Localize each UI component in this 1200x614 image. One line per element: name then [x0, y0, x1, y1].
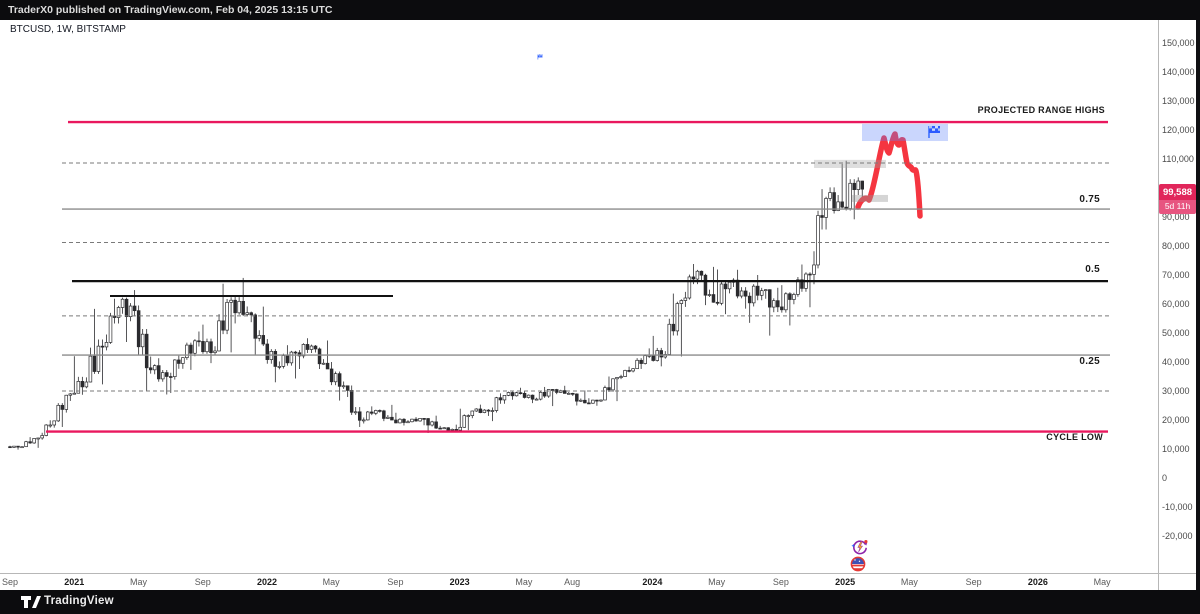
y-axis-tick: 110,000 [1162, 154, 1194, 164]
y-axis-tick: 90,000 [1162, 212, 1190, 222]
x-axis-tick: 2023 [449, 577, 470, 587]
last-price-value: 99,588 [1159, 184, 1196, 200]
x-axis-tick: Sep [1, 577, 19, 587]
y-axis-tick: -20,000 [1162, 531, 1193, 541]
x-axis-tick: 2025 [835, 577, 856, 587]
x-axis-tick: May [129, 577, 147, 587]
x-axis-tick: Sep [387, 577, 404, 587]
x-axis-tick: May [708, 577, 726, 587]
y-axis-tick: 40,000 [1162, 357, 1190, 367]
x-axis-tick: May [1093, 577, 1111, 587]
x-axis-tick: Aug [564, 577, 581, 587]
fib-075-label: 0.75 [1079, 194, 1100, 205]
fib-025-label: 0.25 [1079, 356, 1100, 367]
price-axis-separator [1158, 20, 1159, 590]
y-axis-tick: 0 [1162, 473, 1168, 483]
y-axis-tick: 30,000 [1162, 386, 1190, 396]
x-axis-tick: 2021 [64, 577, 85, 587]
y-axis-tick: 10,000 [1162, 444, 1190, 454]
y-axis-tick: 20,000 [1162, 415, 1190, 425]
fib-05-label: 0.5 [1085, 264, 1100, 275]
x-axis-tick: Sep [194, 577, 211, 587]
publish-header: TraderX0 published on TradingView.com, F… [0, 0, 1200, 20]
x-axis-tick: May [322, 577, 340, 587]
projected-range-highs-label: PROJECTED RANGE HIGHS [977, 105, 1105, 115]
y-axis-tick: 140,000 [1162, 67, 1195, 77]
x-axis-tick: 2022 [256, 577, 277, 587]
cycle-low-label: CYCLE LOW [1046, 432, 1103, 442]
flag-circle-icon [850, 556, 866, 572]
y-axis-tick: 80,000 [1162, 241, 1190, 251]
last-price-badge: 99,588 5d 11h [1159, 184, 1196, 214]
x-axis-tick: 2026 [1027, 577, 1048, 587]
y-axis-tick: 150,000 [1162, 38, 1195, 48]
y-axis-tick: -10,000 [1162, 502, 1193, 512]
publish-text: TraderX0 published on TradingView.com, F… [8, 4, 333, 16]
symbol-title: BTCUSD, 1W, BITSTAMP [10, 24, 126, 35]
x-axis-tick: 2024 [642, 577, 663, 587]
x-axis-tick: May [900, 577, 918, 587]
bar-countdown: 5d 11h [1159, 200, 1196, 214]
energy-refresh-icon [851, 540, 868, 555]
y-axis-tick: 50,000 [1162, 328, 1190, 338]
footer-bar: TradingView [0, 590, 1200, 614]
y-axis-tick: 60,000 [1162, 299, 1190, 309]
y-axis-tick: 120,000 [1162, 125, 1195, 135]
x-axis-tick: Sep [772, 577, 789, 587]
chart-pan-area[interactable] [0, 20, 1158, 573]
brand-name: TradingView [44, 595, 114, 607]
chart-panel [0, 20, 1196, 590]
time-axis-separator [0, 573, 1196, 574]
y-axis-tick: 70,000 [1162, 270, 1190, 280]
tradingview-logo-icon [21, 596, 41, 608]
x-axis-tick: May [515, 577, 533, 587]
y-axis-tick: 130,000 [1162, 96, 1195, 106]
x-axis-tick: Sep [965, 577, 982, 587]
